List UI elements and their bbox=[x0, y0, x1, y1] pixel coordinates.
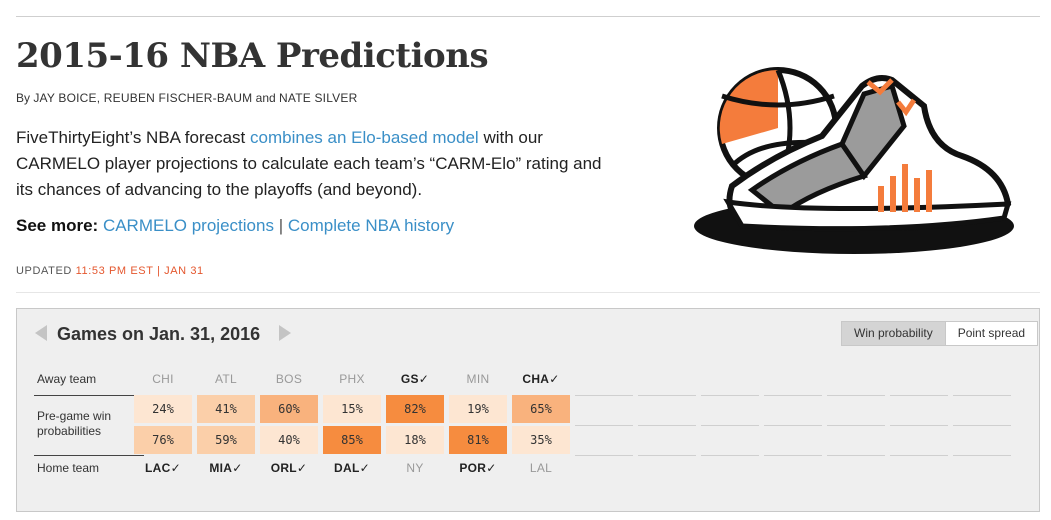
nba-history-link[interactable]: Complete NBA history bbox=[287, 216, 455, 235]
home-team: POR✓ bbox=[459, 461, 497, 475]
byline-prefix: By bbox=[16, 91, 31, 105]
away-win-probability: 15% bbox=[323, 395, 381, 423]
away-team: BOS bbox=[275, 372, 303, 386]
home-team: LAL bbox=[529, 461, 553, 475]
empty-slot-line bbox=[764, 395, 822, 396]
away-team: PHX bbox=[339, 372, 365, 386]
home-win-probability: 18% bbox=[386, 426, 444, 454]
empty-slot-line bbox=[827, 395, 885, 396]
next-day-arrow-icon[interactable] bbox=[279, 325, 291, 341]
empty-slot-line bbox=[764, 425, 822, 426]
previous-day-arrow-icon[interactable] bbox=[35, 325, 47, 341]
see-more-separator: | bbox=[278, 216, 284, 235]
intro-text-2: with our CARMELO player projections to c… bbox=[16, 128, 602, 199]
empty-slot-line bbox=[953, 425, 1011, 426]
view-toggle: Win probability Point spread bbox=[841, 321, 1039, 346]
see-more-label: See more: bbox=[16, 216, 99, 235]
home-team: MIA✓ bbox=[209, 461, 243, 475]
away-team: CHA✓ bbox=[522, 372, 560, 386]
away-team: CHI bbox=[152, 372, 174, 386]
away-win-probability: 24% bbox=[134, 395, 192, 423]
home-team: ORL✓ bbox=[270, 461, 308, 475]
home-team-label: Home team bbox=[37, 461, 100, 475]
away-win-probability: 82% bbox=[386, 395, 444, 423]
intro-paragraph: FiveThirtyEight’s NBA forecast combines … bbox=[16, 125, 616, 203]
empty-slot-line bbox=[575, 395, 633, 396]
home-team: DAL✓ bbox=[334, 461, 370, 475]
empty-slot-line bbox=[701, 395, 759, 396]
empty-slot-line bbox=[638, 425, 696, 426]
updated-stamp: 11:53 PM EST | JAN 31 bbox=[75, 265, 204, 277]
away-team: ATL bbox=[214, 372, 238, 386]
empty-slot-line bbox=[764, 455, 822, 456]
home-win-probability: 35% bbox=[512, 426, 570, 454]
home-team: NY bbox=[406, 461, 424, 475]
row-divider bbox=[34, 455, 144, 456]
section-divider bbox=[16, 292, 1040, 293]
home-win-probability: 76% bbox=[134, 426, 192, 454]
games-panel: Games on Jan. 31, 2016 Win probability P… bbox=[16, 308, 1040, 512]
away-team: GS✓ bbox=[400, 372, 430, 386]
empty-slot-line bbox=[890, 395, 948, 396]
updated-timestamp: UPDATED 11:53 PM EST | JAN 31 bbox=[16, 265, 204, 277]
point-spread-tab[interactable]: Point spread bbox=[944, 322, 1037, 345]
elo-model-link[interactable]: combines an Elo-based model bbox=[250, 128, 479, 147]
home-win-probability: 59% bbox=[197, 426, 255, 454]
byline: By JAY BOICE, REUBEN FISCHER-BAUM and NA… bbox=[16, 91, 357, 105]
away-win-probability: 41% bbox=[197, 395, 255, 423]
empty-slot-line bbox=[638, 455, 696, 456]
games-panel-title: Games on Jan. 31, 2016 bbox=[57, 324, 261, 344]
sneaker-icon bbox=[723, 75, 1012, 232]
empty-slot-line bbox=[890, 455, 948, 456]
pregame-label-line1: Pre-game win bbox=[37, 409, 112, 423]
empty-slot-line bbox=[701, 425, 759, 426]
top-rule bbox=[16, 16, 1040, 17]
intro-text-1: FiveThirtyEight’s NBA forecast bbox=[16, 128, 246, 147]
empty-slot-line bbox=[827, 425, 885, 426]
byline-authors-a: JAY BOICE, REUBEN FISCHER-BAUM bbox=[33, 91, 253, 105]
empty-slot-line bbox=[638, 395, 696, 396]
page-title: 2015-16 NBA Predictions bbox=[16, 36, 489, 76]
away-team-label: Away team bbox=[37, 372, 97, 386]
home-team: LAC✓ bbox=[145, 461, 181, 475]
empty-slot-line bbox=[701, 455, 759, 456]
empty-slot-line bbox=[575, 455, 633, 456]
empty-slot-line bbox=[575, 425, 633, 426]
pregame-label-line2: probabilities bbox=[37, 424, 102, 438]
away-win-probability: 19% bbox=[449, 395, 507, 423]
empty-slot-line bbox=[827, 455, 885, 456]
updated-label: UPDATED bbox=[16, 265, 72, 277]
basketball-sneaker-illustration bbox=[694, 67, 1014, 254]
carmelo-projections-link[interactable]: CARMELO projections bbox=[102, 216, 274, 235]
byline-and: and bbox=[255, 91, 276, 105]
away-win-probability: 60% bbox=[260, 395, 318, 423]
row-divider bbox=[34, 395, 144, 396]
empty-slot-line bbox=[890, 425, 948, 426]
byline-authors-b: NATE SILVER bbox=[279, 91, 358, 105]
home-win-probability: 40% bbox=[260, 426, 318, 454]
win-probability-tab[interactable]: Win probability bbox=[842, 322, 945, 345]
home-win-probability: 85% bbox=[323, 426, 381, 454]
empty-slot-line bbox=[953, 395, 1011, 396]
away-team: MIN bbox=[466, 372, 490, 386]
home-win-probability: 81% bbox=[449, 426, 507, 454]
see-more-line: See more: CARMELO projections | Complete… bbox=[16, 216, 454, 236]
away-win-probability: 65% bbox=[512, 395, 570, 423]
empty-slot-line bbox=[953, 455, 1011, 456]
